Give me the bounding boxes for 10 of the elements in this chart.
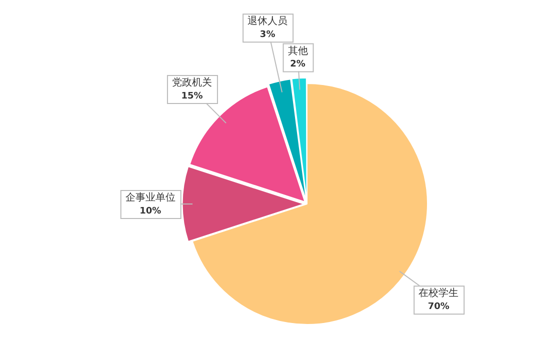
slice-label: 退休人员	[248, 15, 288, 28]
slice-label: 在校学生	[418, 287, 459, 300]
slice-label: 其他	[288, 44, 308, 57]
slice-label: 党政机关	[172, 76, 212, 89]
data-label: 2%	[290, 60, 306, 70]
data-label: 70%	[428, 302, 450, 312]
slice-label: 企事业单位	[125, 192, 176, 204]
data-label: 15%	[181, 91, 203, 102]
data-label: 10%	[140, 206, 162, 216]
data-label: 3%	[260, 30, 276, 40]
